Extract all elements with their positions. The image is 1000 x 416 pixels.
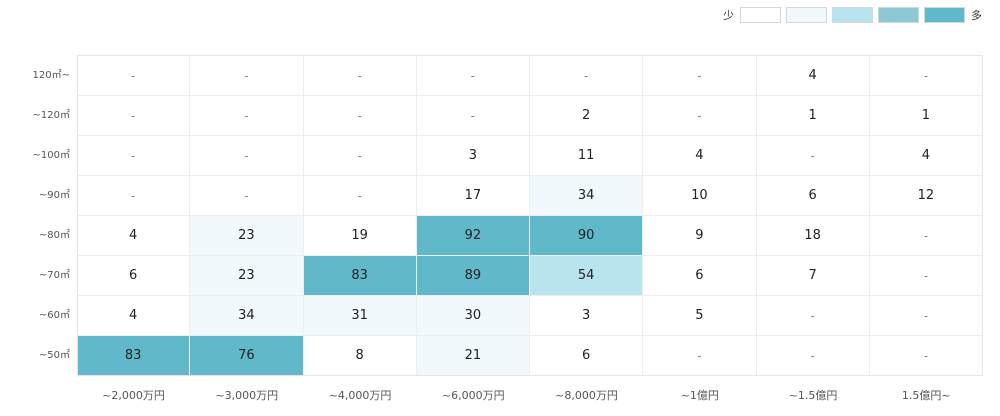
- legend-swatch-5: [924, 7, 965, 23]
- heatmap-cell: -: [643, 56, 757, 96]
- heatmap-cell: 6: [643, 256, 757, 296]
- heatmap-cell: 90: [530, 216, 644, 256]
- heatmap-cell: 3: [416, 136, 530, 176]
- heatmap-cell: 34: [190, 296, 304, 336]
- heatmap-cell: 4: [77, 296, 191, 336]
- heatmap-cell: -: [416, 56, 530, 96]
- x-axis-label: ~4,000万円: [328, 389, 392, 402]
- heatmap-cell: -: [756, 336, 870, 376]
- y-axis-label: ~120㎡: [32, 110, 70, 121]
- heatmap-cell: 4: [643, 136, 757, 176]
- y-axis-label: ~50㎡: [38, 350, 70, 361]
- heatmap-cell: 3: [530, 296, 644, 336]
- y-axis-label: ~60㎡: [38, 310, 70, 321]
- heatmap-cell: 54: [530, 256, 644, 296]
- legend-high-label: 多: [971, 9, 982, 22]
- heatmap-cell: 9: [643, 216, 757, 256]
- x-axis-label: 1.5億円~: [901, 389, 951, 402]
- heatmap-cell: 34: [530, 176, 644, 216]
- heatmap-cell: 2: [530, 96, 644, 136]
- y-axis-label: ~100㎡: [32, 150, 70, 161]
- heatmap-cell: -: [77, 56, 191, 96]
- legend-swatch-3: [832, 7, 873, 23]
- heatmap-cell: -: [869, 296, 983, 336]
- heatmap-cell: 10: [643, 176, 757, 216]
- heatmap-cell: -: [869, 56, 983, 96]
- heatmap-cell: -: [190, 56, 304, 96]
- heatmap-cell: -: [756, 136, 870, 176]
- x-axis-label: ~6,000万円: [441, 389, 505, 402]
- heatmap-cell: 11: [530, 136, 644, 176]
- heatmap-cell: 1: [869, 96, 983, 136]
- heatmap-cell: 18: [756, 216, 870, 256]
- x-axis-label: ~3,000万円: [215, 389, 279, 402]
- heatmap-cell: 23: [190, 256, 304, 296]
- x-axis-label: ~8,000万円: [555, 389, 618, 402]
- legend-swatch-1: [740, 7, 781, 23]
- heatmap-cell: 19: [303, 216, 417, 256]
- heatmap-cell: -: [77, 96, 191, 136]
- heatmap-cell: 21: [416, 336, 530, 376]
- heatmap-cell: 83: [77, 336, 191, 376]
- heatmap-cell: 76: [190, 336, 304, 376]
- heatmap-cell: -: [77, 176, 191, 216]
- heatmap-cell: 5: [643, 296, 757, 336]
- heatmap-cell: -: [869, 336, 983, 376]
- heatmap-cell: 31: [303, 296, 417, 336]
- y-axis-label: ~90㎡: [38, 190, 70, 201]
- heatmap-cell: 4: [77, 216, 191, 256]
- heatmap-cell: -: [869, 256, 983, 296]
- heatmap-cell: -: [643, 336, 757, 376]
- heatmap-cell: -: [190, 176, 304, 216]
- heatmap-cell: 1: [756, 96, 870, 136]
- heatmap-cell: 30: [416, 296, 530, 336]
- heatmap-cell: 6: [756, 176, 870, 216]
- heatmap-cell: -: [869, 216, 983, 256]
- heatmap-cell: 83: [303, 256, 417, 296]
- heatmap-cell: 12: [869, 176, 983, 216]
- heatmap-cell: 23: [190, 216, 304, 256]
- heatmap-cell: 4: [756, 56, 870, 96]
- heatmap-cell: -: [190, 136, 304, 176]
- heatmap-cell: -: [77, 136, 191, 176]
- heatmap-cell: 6: [77, 256, 191, 296]
- heatmap-cell: -: [303, 96, 417, 136]
- heatmap-cell: -: [756, 296, 870, 336]
- heatmap-cell: 4: [869, 136, 983, 176]
- heatmap-cell: 17: [416, 176, 530, 216]
- heatmap-cell: 92: [416, 216, 530, 256]
- heatmap-cell: -: [303, 176, 417, 216]
- heatmap-cell: 6: [530, 336, 644, 376]
- heatmap-cell: -: [190, 96, 304, 136]
- y-axis-label: 120㎡~: [32, 70, 70, 81]
- heatmap-cell: 89: [416, 256, 530, 296]
- heatmap-cell: -: [303, 136, 417, 176]
- heatmap-cell: -: [643, 96, 757, 136]
- heatmap-cell: 8: [303, 336, 417, 376]
- x-axis-label: ~1.5億円: [788, 389, 838, 402]
- heatmap-cell: -: [416, 96, 530, 136]
- y-axis-label: ~70㎡: [38, 270, 70, 281]
- legend-swatch-4: [878, 7, 919, 23]
- heatmap-cell: 7: [756, 256, 870, 296]
- legend: 少 多: [717, 7, 988, 23]
- x-axis-label: ~2,000万円: [102, 389, 165, 402]
- y-axis-label: ~80㎡: [38, 230, 70, 241]
- legend-low-label: 少: [723, 9, 734, 22]
- x-axis-label: ~1億円: [680, 389, 719, 402]
- heatmap-cell: -: [530, 56, 644, 96]
- heatmap-cell: -: [303, 56, 417, 96]
- legend-swatch-2: [786, 7, 827, 23]
